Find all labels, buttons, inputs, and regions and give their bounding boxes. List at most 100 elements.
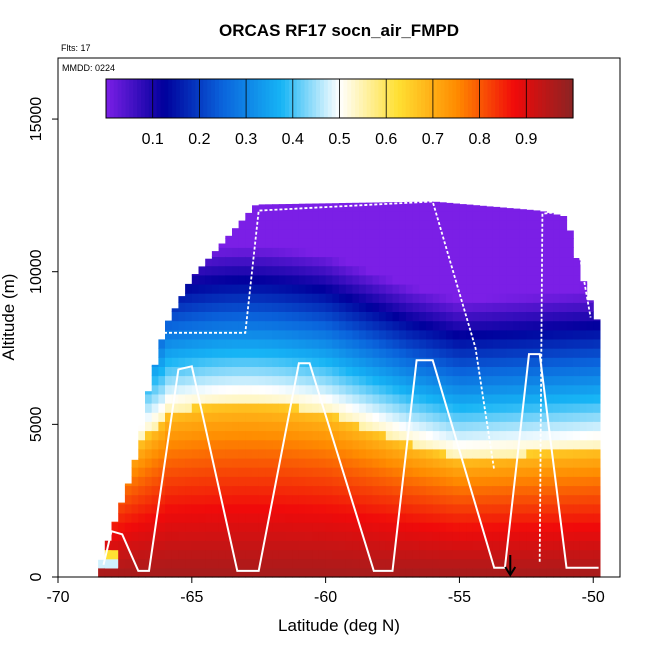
- heat-cell: [258, 439, 266, 450]
- heat-cell: [339, 229, 347, 239]
- heat-cell: [526, 209, 534, 212]
- heat-cell: [472, 512, 481, 523]
- heat-cell: [559, 229, 568, 239]
- heat-cell: [399, 439, 407, 450]
- heat-cell: [459, 311, 467, 322]
- heat-cell: [332, 274, 340, 285]
- heat-cell: [258, 421, 266, 432]
- heat-cell: [325, 412, 333, 422]
- heat-cell: [158, 439, 166, 450]
- heat-cell: [586, 531, 594, 541]
- heat-cell: [298, 293, 307, 303]
- colorbar-segment: [199, 79, 204, 118]
- heat-cell: [151, 531, 159, 541]
- heat-cell: [225, 235, 233, 239]
- heat-cell: [211, 348, 220, 358]
- heat-cell: [185, 403, 193, 413]
- heat-cell: [546, 457, 554, 468]
- colorbar-segment: [475, 79, 481, 118]
- heat-cell: [312, 219, 320, 230]
- heat-cell: [419, 293, 427, 303]
- heat-cell: [519, 348, 527, 358]
- heat-cell: [365, 512, 374, 523]
- heat-cell: [151, 366, 159, 377]
- heat-cell: [553, 503, 561, 514]
- heat-cell: [412, 439, 420, 450]
- heat-cell: [238, 522, 246, 532]
- heat-cell: [205, 311, 213, 322]
- heat-cell: [312, 256, 320, 267]
- heat-cell: [392, 485, 400, 496]
- heat-cell: [419, 393, 427, 404]
- heat-cell: [405, 210, 414, 221]
- heat-cell: [178, 439, 186, 450]
- heat-cell: [399, 320, 407, 331]
- heat-cell: [151, 448, 159, 459]
- heat-cell: [272, 430, 280, 441]
- heat-cell: [426, 430, 434, 441]
- heat-cell: [533, 229, 541, 239]
- heat-cell: [245, 467, 253, 477]
- chart-title: ORCAS RF17 socn_air_FMPD: [219, 21, 459, 40]
- heat-cell: [412, 201, 420, 212]
- heat-cell: [553, 531, 561, 541]
- heat-cell: [165, 357, 173, 367]
- heat-cell: [339, 302, 347, 312]
- heat-cell: [472, 329, 481, 340]
- heat-cell: [151, 467, 159, 477]
- heat-cell: [318, 421, 327, 432]
- heat-cell: [372, 439, 380, 450]
- heat-cell: [278, 412, 287, 422]
- heat-cell: [225, 439, 233, 450]
- heat-cell: [298, 421, 307, 432]
- heat-cell: [198, 439, 206, 450]
- heat-cell: [345, 229, 353, 239]
- heat-cell: [419, 439, 427, 450]
- heat-cell: [399, 366, 407, 377]
- heat-cell: [539, 540, 547, 551]
- heat-cell: [539, 393, 547, 404]
- heat-cell: [352, 247, 360, 258]
- heat-cell: [352, 549, 360, 560]
- heat-cell: [232, 412, 240, 422]
- heat-cell: [519, 302, 527, 312]
- heat-cell: [472, 421, 481, 432]
- heat-cell: [405, 320, 414, 331]
- heat-cell: [559, 329, 568, 340]
- heat-cell: [539, 448, 547, 459]
- heat-cell: [573, 485, 581, 496]
- heat-cell: [232, 503, 240, 514]
- heat-cell: [419, 348, 427, 358]
- heat-cell: [205, 357, 213, 367]
- heat-cell: [379, 421, 387, 432]
- heat-cell: [405, 503, 414, 514]
- heat-cell: [145, 421, 153, 432]
- heat-cell: [446, 457, 454, 468]
- colorbar-segment: [506, 79, 512, 118]
- heat-cell: [593, 503, 601, 514]
- heat-cell: [124, 531, 133, 541]
- heat-cell: [486, 210, 494, 221]
- heat-cell: [385, 476, 394, 487]
- heat-cell: [492, 567, 501, 578]
- heat-cell: [198, 320, 206, 331]
- y-axis-label: Altitude (m): [0, 274, 18, 361]
- heat-cell: [225, 238, 233, 248]
- heat-cell: [198, 384, 206, 395]
- heat-cell: [359, 421, 367, 432]
- heat-cell: [191, 311, 200, 322]
- heat-cell: [412, 430, 420, 441]
- heat-cell: [158, 540, 166, 551]
- heat-cell: [185, 338, 193, 349]
- heat-cell: [405, 384, 414, 395]
- heat-cell: [539, 531, 547, 541]
- heat-cell: [225, 329, 233, 340]
- heat-cell: [472, 549, 481, 560]
- heat-cell: [559, 357, 568, 367]
- colorbar-segment: [176, 79, 181, 118]
- heat-cell: [292, 430, 300, 441]
- heat-cell: [432, 320, 440, 331]
- heat-cell: [385, 348, 394, 358]
- heat-cell: [318, 467, 327, 477]
- heat-cell: [225, 302, 233, 312]
